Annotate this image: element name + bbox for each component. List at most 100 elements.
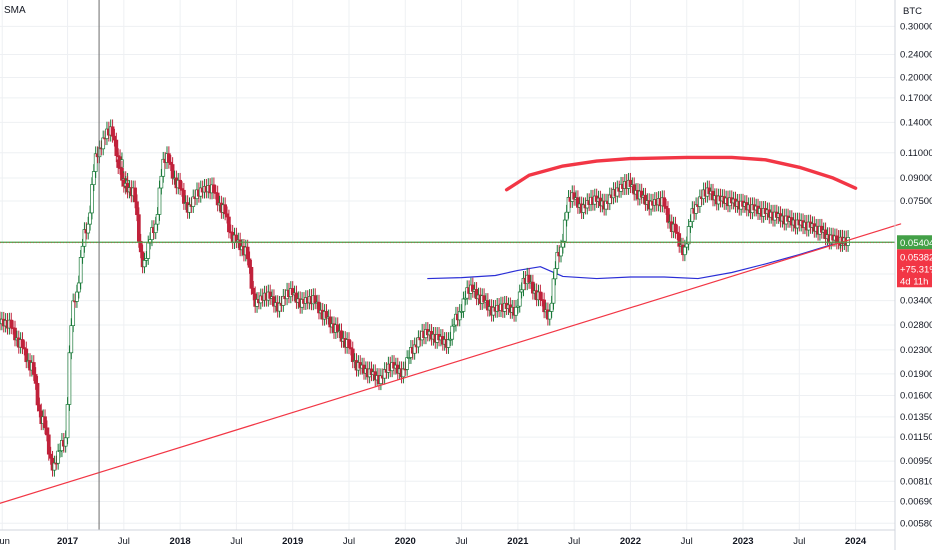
x-tick-label: 2019 (282, 536, 303, 547)
last-price-box (897, 249, 932, 288)
drawing-layer (0, 0, 902, 530)
candle-body (48, 453, 53, 459)
y-tick-label: 0.11000 (900, 148, 932, 159)
indicator-label: SMA (4, 5, 26, 16)
candle-body (110, 126, 115, 137)
y-tick-label: 0.20000 (900, 72, 932, 83)
candle-body (116, 159, 121, 168)
candles-layer (0, 119, 850, 477)
candle-body (247, 258, 252, 268)
candle-body (562, 219, 567, 242)
candle-body (9, 319, 14, 329)
candle-body (249, 266, 254, 289)
candle-body (142, 260, 147, 268)
candle-body (86, 223, 91, 234)
y-tick-label: 0.00580 (900, 518, 932, 529)
candle-body (514, 306, 518, 316)
candle-body (159, 175, 164, 189)
sma-layer (427, 243, 834, 280)
candle-body (35, 383, 40, 406)
y-tick-label: 0.30000 (900, 21, 932, 32)
candle-body (225, 213, 229, 218)
x-tick-label: Jul (455, 536, 467, 547)
y-tick-label: 0.00810 (900, 476, 932, 487)
candle-body (80, 245, 85, 258)
candle-body (90, 184, 94, 214)
y-tick-label: 0.09000 (900, 173, 932, 184)
candle-body (157, 187, 162, 215)
candle-body (846, 237, 850, 246)
candle-body (76, 282, 81, 293)
candle-body (56, 450, 61, 464)
x-tick-label: Jul (568, 536, 580, 547)
y-tick-label: 0.02300 (900, 345, 932, 356)
candle-body (135, 201, 139, 216)
candle-body (688, 221, 693, 227)
candle-body (666, 208, 670, 223)
candle-body (350, 348, 355, 363)
candle-body (347, 339, 351, 348)
x-tick-label: 2017 (57, 536, 78, 547)
candle-body (112, 135, 117, 141)
candle-body (67, 352, 72, 405)
y-tick-label: 0.07500 (900, 196, 932, 207)
candle-body (136, 214, 141, 242)
x-tick-label: Jul (343, 536, 355, 547)
y-tick-label: 0.03400 (900, 296, 932, 307)
x-tick-label: Jul (681, 536, 693, 547)
x-tick-label: Jun (0, 536, 10, 547)
y-tick-label: 0.01900 (900, 369, 932, 380)
y-tick-label: 0.02800 (900, 320, 932, 331)
x-tick-label: 2022 (620, 536, 641, 547)
candle-body (245, 246, 250, 260)
candle-body (37, 404, 42, 412)
candle-body (146, 242, 151, 259)
sma-line (427, 243, 834, 280)
y-tick-label: 0.00950 (900, 456, 932, 467)
candle-body (564, 211, 569, 221)
y-tick-label: 0.01600 (900, 391, 932, 402)
candle-body (212, 184, 216, 193)
candle-body (182, 189, 186, 204)
candle-body (43, 416, 47, 429)
candle-body (65, 404, 70, 439)
candle-body (33, 374, 38, 384)
candle-body (538, 291, 543, 300)
candle-body (553, 268, 558, 280)
candle-body (547, 311, 552, 320)
x-tick-label: 2024 (845, 536, 867, 547)
candle-body (153, 223, 158, 234)
candle-body (20, 339, 25, 348)
candle-body (227, 216, 231, 233)
x-tick-label: 2021 (507, 536, 529, 547)
candle-body (133, 187, 137, 203)
candle-body (551, 278, 556, 304)
y-tick-label: 0.17000 (900, 93, 932, 104)
candle-body (167, 153, 171, 163)
candle-body (517, 291, 522, 307)
candle-body (683, 246, 687, 256)
y-tick-label: 0.24000 (900, 50, 932, 61)
candle-body (461, 298, 466, 312)
x-tick-label: 2020 (395, 536, 416, 547)
candle-body (69, 325, 74, 354)
candle-body (91, 171, 96, 185)
level-badge (897, 235, 932, 250)
x-tick-label: Jul (118, 536, 130, 547)
x-tick-label: 2023 (732, 536, 753, 547)
y-tick-label: 0.00690 (900, 496, 932, 507)
y-tick-label: 0.14000 (900, 117, 932, 128)
candle-body (677, 233, 682, 247)
candle-body (559, 246, 563, 257)
x-tick-label: Jul (793, 536, 805, 547)
candle-body (31, 362, 36, 375)
candle-body (673, 223, 678, 233)
candle-body (24, 348, 29, 363)
candle-body (75, 291, 79, 302)
candle-body (686, 226, 691, 245)
y-tick-label: 0.01150 (900, 432, 932, 443)
candle-body (450, 325, 455, 340)
